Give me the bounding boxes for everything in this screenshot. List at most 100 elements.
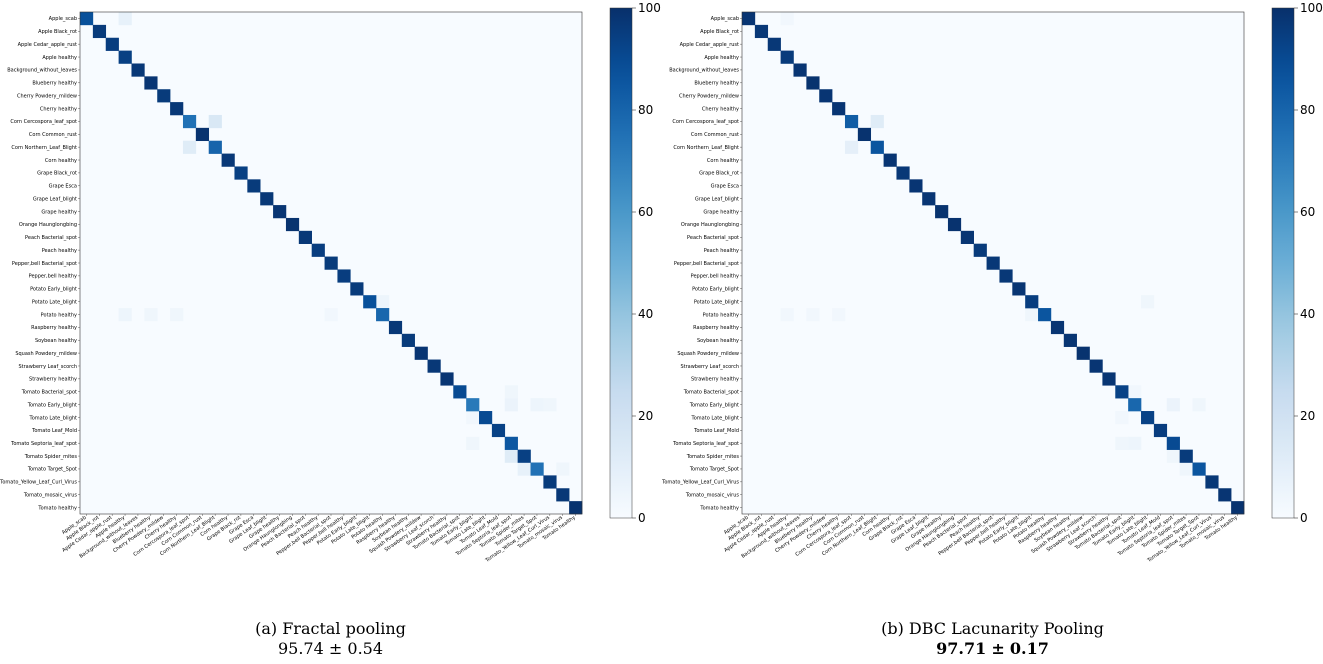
caption-a-title: (a) Fractal pooling bbox=[255, 619, 406, 638]
colorbar-tick-label: 60 bbox=[1300, 205, 1315, 219]
colorbar-tick-label: 20 bbox=[1300, 409, 1315, 423]
colorbar-tick-label: 100 bbox=[638, 1, 661, 15]
matrix-cell-21-21 bbox=[1012, 282, 1026, 296]
y-tick-label: Grape Esca bbox=[711, 184, 739, 190]
colorbar-tick-label: 0 bbox=[638, 511, 646, 525]
y-tick-label: Apple Cedar_apple_rust bbox=[680, 42, 739, 48]
y-tick-label: Corn Northern_Leaf_Blight bbox=[673, 145, 739, 151]
matrix-cell-30-33 bbox=[1166, 398, 1180, 412]
matrix-cell-32-32 bbox=[491, 423, 506, 438]
matrix-cell-4-4 bbox=[131, 63, 145, 77]
y-tick-label: Pepper,bell healthy bbox=[29, 274, 77, 280]
y-tick-label: Squash Powdery_mildew bbox=[15, 351, 77, 357]
matrix-cell-34-34 bbox=[1179, 449, 1193, 463]
y-tick-label: Corn Common_rust bbox=[29, 132, 77, 138]
matrix-cell-16-16 bbox=[285, 217, 300, 232]
matrix-cell-25-25 bbox=[1063, 333, 1077, 347]
matrix-cell-26-26 bbox=[414, 346, 428, 360]
y-tick-label: Apple_scab bbox=[711, 16, 739, 22]
y-tick-label: Grape Leaf_blight bbox=[695, 196, 739, 202]
matrix-cell-35-35 bbox=[530, 462, 544, 476]
y-tick-label: Tomato Septoria_leaf_spot bbox=[10, 441, 77, 447]
matrix-cell-4-4 bbox=[793, 63, 807, 77]
y-tick-label: Potato healthy bbox=[703, 312, 739, 318]
matrix-cell-27-27 bbox=[1089, 359, 1103, 373]
y-tick-label: Tomato_mosaic_virus bbox=[685, 492, 740, 498]
matrix-cell-31-29 bbox=[1115, 411, 1129, 425]
matrix-cell-35-35 bbox=[1192, 462, 1206, 476]
y-tick-label: Peach Bacterial_spot bbox=[687, 235, 739, 241]
matrix-cell-15-15 bbox=[273, 205, 287, 219]
matrix-cell-11-11 bbox=[221, 153, 235, 167]
y-tick-label: Apple Cedar_apple_rust bbox=[18, 42, 77, 48]
matrix-cell-16-16 bbox=[947, 217, 962, 232]
y-tick-label: Apple healthy bbox=[704, 55, 739, 61]
y-tick-label: Background_without_leaves bbox=[669, 68, 739, 74]
y-tick-label: Tomato Early_blight bbox=[27, 402, 77, 408]
y-tick-label: Apple Black_rot bbox=[38, 29, 77, 35]
y-tick-label: Raspberry healthy bbox=[31, 325, 77, 331]
matrix-cell-10-10 bbox=[870, 140, 884, 154]
matrix-cell-30-35 bbox=[1192, 398, 1206, 412]
y-tick-label: Tomato healthy bbox=[699, 505, 739, 511]
y-tick-label: Potato healthy bbox=[41, 312, 77, 318]
caption-b-title: (b) DBC Lacunarity Pooling bbox=[881, 619, 1104, 638]
matrix-cell-8-8 bbox=[844, 114, 859, 129]
caption-a-score-value: 95.74 bbox=[277, 639, 324, 658]
y-tick-label: Corn Northern_Leaf_Blight bbox=[11, 145, 77, 151]
matrix-cell-0-0 bbox=[80, 12, 94, 26]
caption-b: (b) DBC Lacunarity Pooling 97.71 ± 0.17 bbox=[662, 619, 1323, 659]
caption-b-score: 97.71 ± 0.17 bbox=[662, 639, 1323, 659]
y-tick-label: Corn healthy bbox=[707, 158, 739, 164]
matrix-cell-18-18 bbox=[311, 243, 325, 257]
y-tick-label: Corn Cercospora_leaf_spot bbox=[10, 119, 77, 125]
matrix-cell-33-29 bbox=[1115, 436, 1129, 450]
matrix-cell-6-6 bbox=[819, 89, 833, 103]
matrix-cell-12-12 bbox=[896, 166, 910, 180]
y-tick-label: Tomato Leaf_Mold bbox=[693, 428, 739, 434]
y-tick-label: Tomato Late_blight bbox=[29, 415, 77, 421]
matrix-cell-12-12 bbox=[234, 166, 248, 180]
matrix-cell-13-13 bbox=[909, 179, 923, 193]
matrix-cell-30-30 bbox=[1128, 398, 1142, 412]
matrix-cell-0-3 bbox=[780, 12, 794, 26]
matrix-cell-0-0 bbox=[742, 12, 756, 26]
matrix-cell-3-3 bbox=[780, 50, 794, 64]
matrix-cell-23-3 bbox=[118, 308, 132, 322]
matrix-cell-3-3 bbox=[118, 50, 132, 64]
matrix-cell-33-33 bbox=[1166, 436, 1180, 450]
y-tick-label: Strawberry Leaf_scorch bbox=[18, 364, 77, 370]
matrix-cell-20-20 bbox=[999, 269, 1013, 283]
colorbar-tick-label: 80 bbox=[1300, 103, 1315, 117]
matrix-cell-22-22 bbox=[1025, 295, 1039, 309]
matrix-cell-38-38 bbox=[569, 501, 583, 515]
matrix-cell-21-21 bbox=[350, 282, 364, 296]
caption-b-pm: ± bbox=[991, 639, 1005, 658]
matrix-cell-31-30 bbox=[466, 411, 480, 425]
y-tick-label: Orange Haunglongbing bbox=[19, 222, 77, 228]
matrix-cell-23-23 bbox=[376, 308, 390, 322]
y-tick-label: Grape Black_rot bbox=[37, 171, 77, 177]
matrix-cell-29-33 bbox=[504, 385, 518, 399]
y-tick-label: Orange Haunglongbing bbox=[681, 222, 739, 228]
confusion-matrix-panel-a: Apple_scab Apple Black_rot Apple Cedar_app… bbox=[0, 1, 661, 658]
matrix-cell-14-14 bbox=[260, 192, 274, 206]
y-tick-label: Squash Powdery_mildew bbox=[677, 351, 739, 357]
matrix-cell-35-34 bbox=[517, 462, 531, 476]
y-tick-label: Grape healthy bbox=[703, 209, 739, 215]
matrix-cell-33-33 bbox=[504, 436, 518, 450]
matrix-cell-23-7 bbox=[170, 308, 184, 322]
matrix-cell-31-31 bbox=[1141, 411, 1155, 425]
matrix-cell-35-34 bbox=[1179, 462, 1193, 476]
matrix-cell-23-19 bbox=[324, 308, 338, 322]
matrix-cell-6-6 bbox=[157, 89, 171, 103]
y-tick-label: Strawberry healthy bbox=[691, 377, 739, 383]
y-tick-label: Tomato Target_Spot bbox=[689, 467, 739, 473]
colorbar bbox=[609, 7, 633, 519]
matrix-cell-35-37 bbox=[556, 462, 570, 476]
matrix-cell-26-26 bbox=[1076, 346, 1090, 360]
matrix-cell-10-8 bbox=[844, 140, 859, 154]
y-tick-label: Tomato Target_Spot bbox=[27, 467, 77, 473]
matrix-cell-30-30 bbox=[466, 398, 480, 412]
matrix-cell-15-15 bbox=[935, 205, 949, 219]
